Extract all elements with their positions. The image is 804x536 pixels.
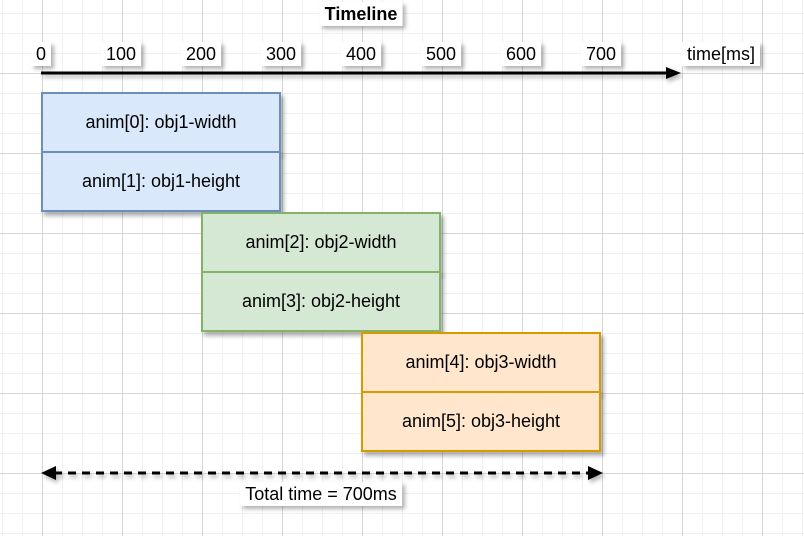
time-axis-arrow-icon xyxy=(41,67,681,79)
diagram-title: Timeline xyxy=(319,2,403,26)
group-obj1: anim[0]: obj1-width anim[1]: obj1-height xyxy=(41,92,281,212)
axis-tick-700: 700 xyxy=(580,42,622,66)
axis-tick-200: 200 xyxy=(180,42,222,66)
total-time-label: Total time = 700ms xyxy=(240,482,402,506)
bar-anim3-obj2-height: anim[3]: obj2-height xyxy=(201,271,441,332)
bar-anim0-obj1-width: anim[0]: obj1-width xyxy=(41,92,281,153)
group-obj3: anim[4]: obj3-width anim[5]: obj3-height xyxy=(361,332,601,452)
bar-anim5-obj3-height: anim[5]: obj3-height xyxy=(361,391,601,452)
bar-anim4-obj3-width: anim[4]: obj3-width xyxy=(361,332,601,393)
axis-tick-400: 400 xyxy=(340,42,382,66)
bar-anim1-obj1-height: anim[1]: obj1-height xyxy=(41,151,281,212)
axis-tick-100: 100 xyxy=(100,42,142,66)
axis-tick-0: 0 xyxy=(30,42,52,66)
total-time-span-arrow-icon xyxy=(41,466,603,480)
bar-anim2-obj2-width: anim[2]: obj2-width xyxy=(201,212,441,273)
axis-tick-300: 300 xyxy=(260,42,302,66)
axis-tick-600: 600 xyxy=(500,42,542,66)
axis-tick-500: 500 xyxy=(420,42,462,66)
group-obj2: anim[2]: obj2-width anim[3]: obj2-height xyxy=(201,212,441,332)
axis-unit-label: time[ms] xyxy=(681,42,761,66)
